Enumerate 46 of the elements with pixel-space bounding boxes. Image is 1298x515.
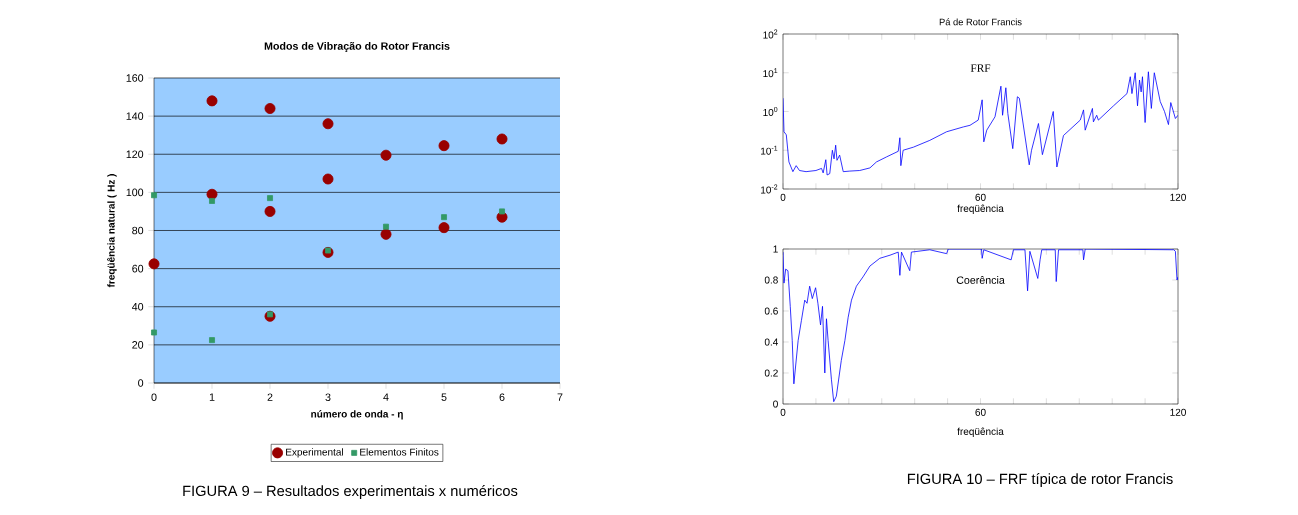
x-tick-label: 60 <box>975 408 986 416</box>
x-tick-label: 3 <box>325 393 331 401</box>
annotation: FRF <box>970 64 991 72</box>
x-tick-label: 0 <box>151 393 157 401</box>
x-axis-title: freqüência <box>957 204 1004 214</box>
y-tick-label: 0.4 <box>764 338 779 346</box>
text: FIGURA 10 – FRF típica de rotor Francis <box>907 473 1173 487</box>
x-tick-label: 1 <box>209 393 215 401</box>
y-tick-label: 0.8 <box>764 276 778 284</box>
y-tick-label: 60 <box>132 264 144 273</box>
x-tick-label: 60 <box>975 193 986 201</box>
x-tick-label: 120 <box>1170 193 1186 201</box>
x-axis-title: número de onda - η <box>311 410 403 420</box>
chart-title: Modos de Vibração do Rotor Francis <box>264 42 450 52</box>
chart-title: Pá de Rotor Francis <box>939 18 1022 26</box>
y-tick-label: 140 <box>126 112 144 120</box>
y-tick-label: 40 <box>131 302 144 311</box>
legend-label: Experimental <box>286 448 343 458</box>
y-tick-label: 80 <box>132 226 144 235</box>
x-tick-label: 0 <box>780 193 786 201</box>
y-tick-label: 120 <box>126 150 144 159</box>
y-tick-label: 0 <box>773 400 778 408</box>
text: FIGURA 9 – Resultados experimentais x numéricos <box>183 485 518 499</box>
y-tick-label: 10$^{1}$ <box>763 68 778 78</box>
y-tick-label: 160 <box>126 74 144 82</box>
y-tick-label: 100 <box>126 188 144 197</box>
y-tick-label: 20 <box>132 341 144 349</box>
y-tick-label: 0.6 <box>764 307 778 315</box>
x-tick-label: 7 <box>557 393 563 401</box>
annotation: Coerência <box>956 276 1005 284</box>
y-tick-label: 0.2 <box>764 369 778 377</box>
x-tick-label: 2 <box>267 393 273 401</box>
y-tick-label: 10$^{0}$ <box>763 106 778 117</box>
legend-label: Elementos Finitos <box>360 448 439 456</box>
y-tick-label: 0 <box>138 379 144 387</box>
y-tick-label: 10$^{-1}$ <box>761 145 778 155</box>
x-tick-label: 0 <box>780 408 786 416</box>
y-tick-label: 10$^{-2}$ <box>761 184 778 194</box>
y-tick-label: 10$^{2}$ <box>763 29 778 39</box>
y-axis-title: freqüência natural ( Hz ) <box>107 174 117 288</box>
x-tick-label: 4 <box>383 393 389 401</box>
x-tick-label: 120 <box>1170 408 1186 416</box>
y-tick-label: 1 <box>773 245 778 253</box>
x-tick-label: 6 <box>499 393 505 401</box>
x-axis-title: freqüência <box>957 427 1004 437</box>
x-tick-label: 5 <box>441 393 447 401</box>
